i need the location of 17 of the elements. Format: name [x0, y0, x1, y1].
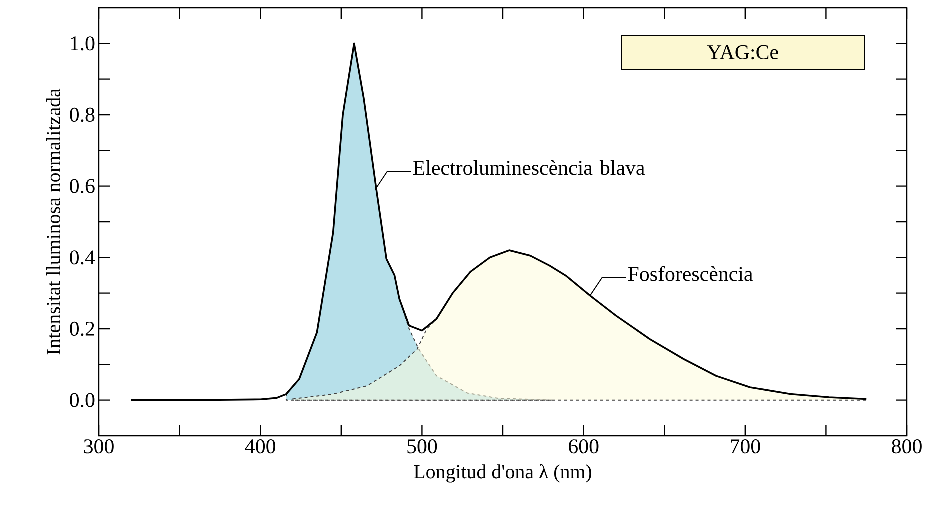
y-tick-label: 0.2 — [70, 322, 94, 336]
y-axis-title: Intensitat lluminosa normalitzada — [46, 88, 60, 355]
y-tick-label: 0.4 — [70, 250, 96, 265]
annotation: Electroluminescència blava — [413, 160, 645, 176]
y-tick-label: 0.0 — [70, 393, 95, 408]
x-tick-label: 500 — [408, 440, 438, 454]
annotation: Fosforescència — [628, 266, 753, 282]
y-tick-label: 0.6 — [70, 179, 95, 194]
x-tick-label: 800 — [892, 440, 922, 454]
y-tick-label: 1.0 — [71, 36, 95, 51]
y-tick-label: 0.8 — [70, 108, 95, 122]
x-tick-label: 700 — [731, 440, 760, 454]
x-tick-label: 600 — [569, 440, 599, 454]
x-tick-label: 300 — [84, 440, 114, 454]
annotation: YAG:Ce — [707, 45, 778, 60]
x-tick-label: 400 — [245, 440, 276, 454]
x-axis-title: Longitud d'ona λ (nm) — [414, 464, 592, 483]
